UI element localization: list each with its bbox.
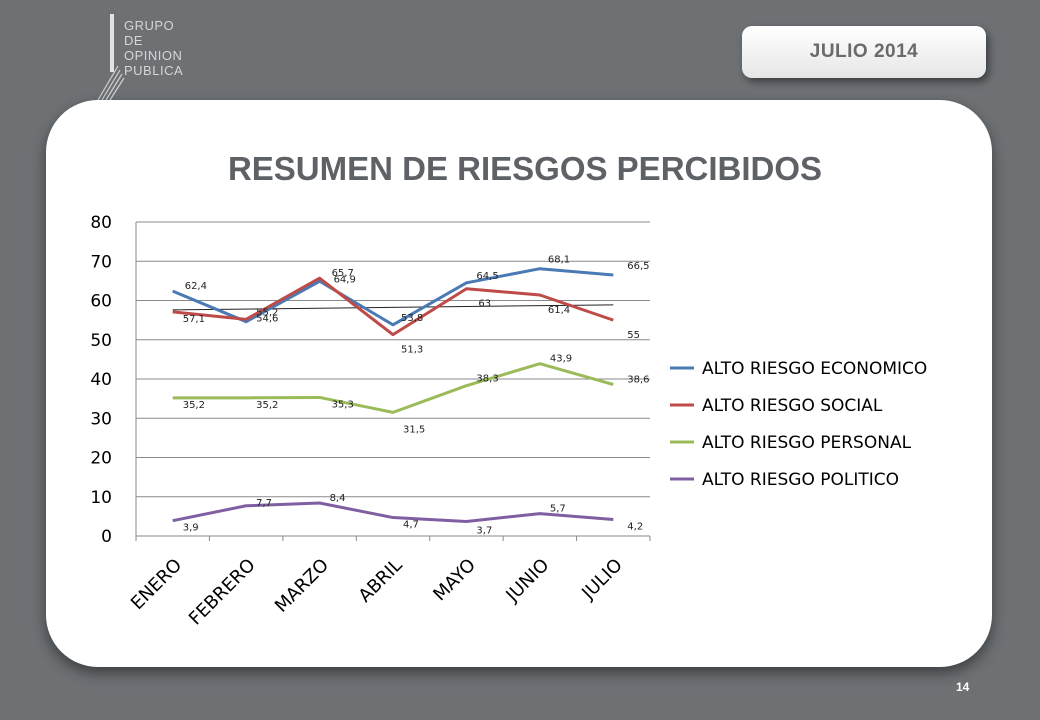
data-label: 55 <box>627 330 640 341</box>
series-line-4 <box>172 501 614 523</box>
data-label: 68,1 <box>548 255 570 266</box>
chart-title: RESUMEN DE RIESGOS PERCIBIDOS <box>227 150 823 187</box>
legend-label: ALTO RIESGO ECONOMICO <box>702 359 927 379</box>
data-label: 51,3 <box>401 345 423 356</box>
data-label: 4,7 <box>403 520 419 531</box>
x-category-label: ENERO <box>127 555 186 614</box>
data-label: 57,1 <box>183 314 205 325</box>
x-category-label: FEBRERO <box>185 555 260 630</box>
data-label: 5,7 <box>550 504 566 515</box>
y-tick-label: 20 <box>90 449 112 469</box>
logo-mark-icon <box>97 14 125 101</box>
y-tick-label: 70 <box>90 252 112 272</box>
data-label: 64,9 <box>334 274 356 285</box>
x-category-label: MARZO <box>271 555 333 617</box>
legend-label: ALTO RIESGO PERSONAL <box>702 433 912 453</box>
legend-label: ALTO RIESGO POLITICO <box>702 470 899 490</box>
x-category-label: ABRIL <box>355 555 407 607</box>
data-label: 3,7 <box>476 525 492 536</box>
data-label: 53,8 <box>401 313 423 324</box>
data-label: 66,5 <box>627 261 649 272</box>
x-category-label: MAYO <box>429 555 480 606</box>
data-label: 38,3 <box>476 374 498 385</box>
trendline <box>172 304 614 311</box>
y-tick-label: 80 <box>90 213 112 233</box>
series-line-1 <box>172 267 614 327</box>
logo-text: GRUPO DE OPINION PUBLICA <box>124 18 183 78</box>
data-label: 7,7 <box>256 498 272 509</box>
y-tick-label: 0 <box>101 527 112 547</box>
data-label: 31,5 <box>403 424 425 435</box>
date-badge: JULIO 2014 <box>742 26 986 78</box>
data-label: 61,4 <box>548 305 570 316</box>
data-label: 35,2 <box>256 400 278 411</box>
logo-line: PUBLICA <box>124 63 184 78</box>
data-label: 4,2 <box>627 522 643 533</box>
y-tick-label: 50 <box>90 331 112 351</box>
logo <box>96 14 216 104</box>
x-category-label: JULIO <box>577 555 626 604</box>
data-label: 3,9 <box>183 523 199 534</box>
data-label: 65,7 <box>332 268 354 279</box>
data-label: 35,2 <box>183 400 205 411</box>
series-line-2 <box>172 276 614 337</box>
data-label: 54,6 <box>256 314 278 325</box>
y-tick-label: 60 <box>90 292 112 312</box>
page-number: 14 <box>956 680 970 694</box>
logo-line: OPINION <box>124 48 183 63</box>
y-tick-label: 30 <box>90 409 112 429</box>
data-label: 62,4 <box>185 281 207 292</box>
logo-line: GRUPO <box>124 18 175 33</box>
x-category-label: JUNIO <box>501 555 553 607</box>
legend-label: ALTO RIESGO SOCIAL <box>702 396 883 416</box>
data-label: 38,6 <box>627 374 649 385</box>
chart-card <box>46 100 992 667</box>
data-label: 64,5 <box>476 271 498 282</box>
data-label: 35,3 <box>332 399 354 410</box>
y-tick-label: 10 <box>90 488 112 508</box>
logo-line: DE <box>124 33 144 48</box>
data-label: 55,2 <box>256 307 278 318</box>
data-label: 8,4 <box>330 493 346 504</box>
y-tick-label: 40 <box>90 370 112 390</box>
data-label: 43,9 <box>550 354 572 365</box>
data-label: 63 <box>478 299 491 310</box>
series-line-3 <box>172 362 614 414</box>
